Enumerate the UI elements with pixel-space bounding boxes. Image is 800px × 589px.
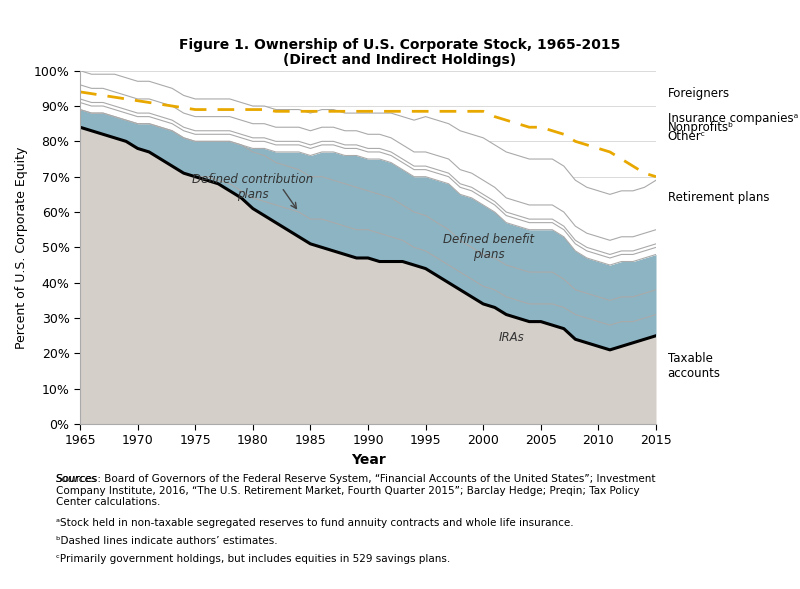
Text: ᵃStock held in non-taxable segregated reserves to fund annuity contracts and who: ᵃStock held in non-taxable segregated re…: [56, 518, 574, 528]
Text: ᵇDashed lines indicate authors’ estimates.: ᵇDashed lines indicate authors’ estimate…: [56, 536, 278, 546]
Text: Sources: Board of Governors of the Federal Reserve System, “Financial Accounts o: Sources: Board of Governors of the Feder…: [56, 474, 655, 507]
Y-axis label: Percent of U.S. Corporate Equity: Percent of U.S. Corporate Equity: [15, 146, 28, 349]
Text: Otherᶜ: Otherᶜ: [667, 130, 706, 143]
Text: ᶜPrimarily government holdings, but includes equities in 529 savings plans.: ᶜPrimarily government holdings, but incl…: [56, 554, 450, 564]
Text: Sources: Sources: [56, 474, 98, 484]
Text: (Direct and Indirect Holdings): (Direct and Indirect Holdings): [283, 53, 517, 67]
X-axis label: Year: Year: [350, 453, 386, 467]
Text: Insurance companiesᵃ: Insurance companiesᵃ: [667, 112, 798, 125]
Text: Retirement plans: Retirement plans: [667, 191, 769, 204]
Text: Foreigners: Foreigners: [667, 87, 730, 100]
Text: Nonprofitsᵇ: Nonprofitsᵇ: [667, 121, 734, 134]
Text: Defined contribution
plans: Defined contribution plans: [192, 173, 314, 201]
Text: Defined benefit
plans: Defined benefit plans: [443, 233, 534, 262]
Text: Figure 1. Ownership of U.S. Corporate Stock, 1965-2015: Figure 1. Ownership of U.S. Corporate St…: [179, 38, 621, 52]
Text: Taxable
accounts: Taxable accounts: [667, 352, 721, 380]
Text: IRAs: IRAs: [499, 331, 525, 344]
